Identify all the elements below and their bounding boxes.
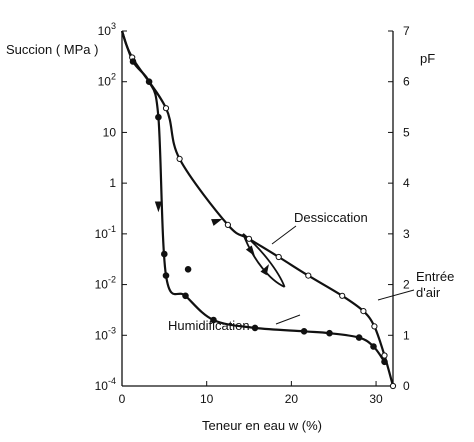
x-axis-title: Teneur en eau w (%) <box>202 418 322 433</box>
y-tick-label-left: 1 <box>109 176 116 190</box>
y-tick-label-left: 10 <box>103 125 117 139</box>
data-point <box>161 250 168 258</box>
annotation-air-entry-leader <box>377 289 415 301</box>
data-point <box>145 78 153 85</box>
data-point <box>275 253 282 261</box>
y-tick-label-right: 5 <box>403 125 410 139</box>
y-tick-label-left: 10-4 <box>95 376 116 393</box>
data-point <box>162 105 170 112</box>
data-point <box>182 292 189 300</box>
data-point <box>389 382 397 390</box>
annotation-humidification: Humidification <box>168 318 250 333</box>
direction-arrow-wetting-icon <box>154 201 163 213</box>
data-point <box>355 334 363 341</box>
y-tick-label-left: 10-3 <box>95 325 116 342</box>
y-tick-label-right: 7 <box>403 24 410 38</box>
y-tick-label-right: 3 <box>403 227 410 241</box>
y-tick-label-right: 4 <box>403 176 410 190</box>
x-tick-label: 10 <box>200 392 214 406</box>
data-point <box>339 292 346 299</box>
direction-arrow-loop-icon <box>245 245 256 257</box>
x-tick-label: 30 <box>369 392 383 406</box>
x-tick-label: 0 <box>119 392 126 406</box>
data-point <box>245 235 253 242</box>
data-point <box>326 329 333 337</box>
y-tick-label-left: 103 <box>98 21 116 38</box>
data-point <box>381 358 388 366</box>
annotation-dessiccation-leader <box>271 225 297 245</box>
y-tick-label-right: 0 <box>403 379 410 393</box>
data-point <box>224 221 231 228</box>
y-tick-label-left: 10-2 <box>95 275 116 292</box>
y-tick-label-left: 102 <box>98 72 116 89</box>
y-tick-label-right: 2 <box>403 278 410 292</box>
curves <box>120 30 395 387</box>
data-point <box>162 272 170 279</box>
y-tick-label-right: 1 <box>403 328 410 342</box>
data-point <box>360 308 367 315</box>
y-tick-label-left: 10-1 <box>95 224 116 241</box>
y-axis-title-right: pF <box>420 51 435 66</box>
x-tick-label: 20 <box>285 392 299 406</box>
data-point <box>129 58 137 65</box>
data-point <box>184 266 192 273</box>
annotation-air-entry-line1: Entrée <box>416 269 454 284</box>
points <box>129 54 397 390</box>
direction-arrow-loop-return-icon <box>260 264 269 276</box>
data-point <box>300 328 308 335</box>
annotation-dessiccation: Dessiccation <box>294 210 368 225</box>
data-point <box>155 113 162 121</box>
annotation-humidification-leader <box>275 314 301 325</box>
data-point <box>381 352 388 359</box>
y-tick-label-right: 6 <box>403 75 410 89</box>
data-point <box>251 324 259 332</box>
data-point <box>176 155 183 162</box>
scanning-loop-lower <box>242 233 285 288</box>
data-point <box>370 343 377 350</box>
data-point <box>210 316 217 324</box>
y-axis-title-left: Succion ( MPa ) <box>6 42 98 57</box>
annotation-air-entry-line2: d'air <box>416 285 441 300</box>
data-point <box>305 272 312 279</box>
direction-arrow-drying-icon <box>211 218 223 226</box>
series-line-humidification <box>120 30 386 363</box>
data-point <box>371 323 378 330</box>
